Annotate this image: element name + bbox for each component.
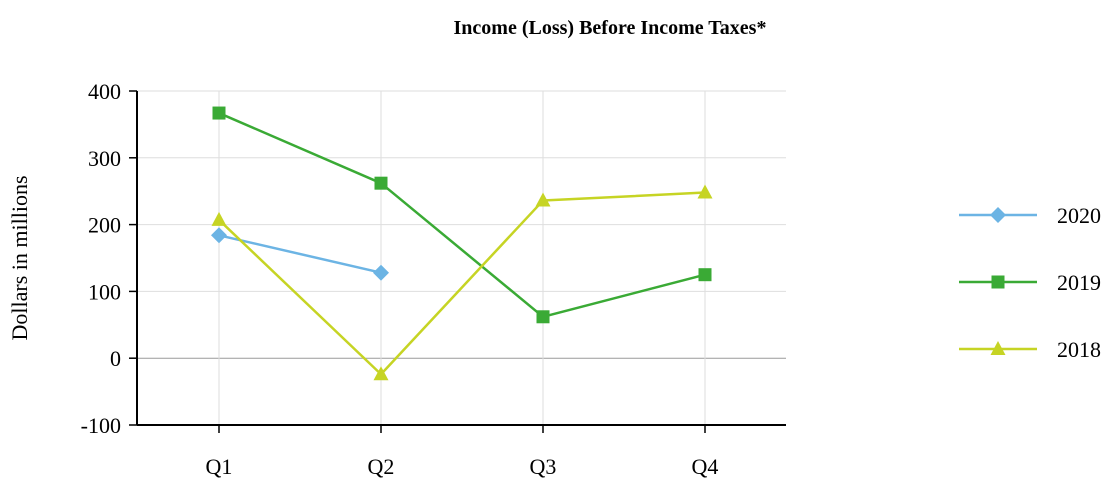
data-point-2018 — [373, 366, 389, 381]
y-tick-label: 0 — [110, 346, 121, 371]
series-line-2020 — [218, 234, 382, 274]
legend-label: 2020 — [1057, 203, 1101, 228]
series-line-2019 — [218, 111, 706, 319]
x-tick-label: Q3 — [530, 454, 557, 479]
data-point-2018 — [697, 184, 713, 199]
data-point-2020 — [373, 264, 389, 281]
y-tick-label: 100 — [88, 279, 121, 304]
data-point-2018 — [535, 192, 551, 207]
grid — [137, 90, 786, 425]
data-point-2019 — [536, 310, 550, 324]
tick-labels: -100 0 100 200 300 400 Q1 Q2 Q3 Q4 — [81, 79, 719, 479]
data-point-2019 — [698, 268, 712, 282]
x-tick-label: Q4 — [692, 454, 719, 479]
legend-item-2020: 2020 — [959, 203, 1101, 228]
legend-label: 2019 — [1057, 270, 1101, 295]
y-axis-title: Dollars in millions — [7, 176, 32, 341]
legend: 2020 2019 2018 — [959, 203, 1101, 362]
legend-item-2018: 2018 — [959, 337, 1101, 362]
series-2020 — [211, 227, 389, 281]
data-point-2020 — [211, 227, 227, 244]
axes — [129, 90, 786, 433]
series-line-2018 — [218, 191, 706, 376]
legend-marker — [990, 341, 1006, 355]
series — [211, 106, 713, 381]
y-tick-label: 200 — [88, 213, 121, 238]
data-point-2018 — [211, 211, 227, 226]
y-tick-label: 300 — [88, 146, 121, 171]
legend-label: 2018 — [1057, 337, 1101, 362]
data-point-2019 — [212, 106, 226, 120]
legend-item-2019: 2019 — [959, 270, 1101, 295]
legend-marker — [991, 275, 1005, 289]
y-tick-label: -100 — [81, 413, 121, 438]
legend-marker — [990, 207, 1006, 223]
x-tick-label: Q2 — [368, 454, 395, 479]
chart-title: Income (Loss) Before Income Taxes* — [454, 17, 767, 39]
series-2018 — [211, 184, 713, 381]
data-point-2019 — [374, 176, 388, 190]
series-2019 — [212, 106, 712, 324]
y-tick-label: 400 — [88, 79, 121, 104]
x-tick-label: Q1 — [206, 454, 233, 479]
